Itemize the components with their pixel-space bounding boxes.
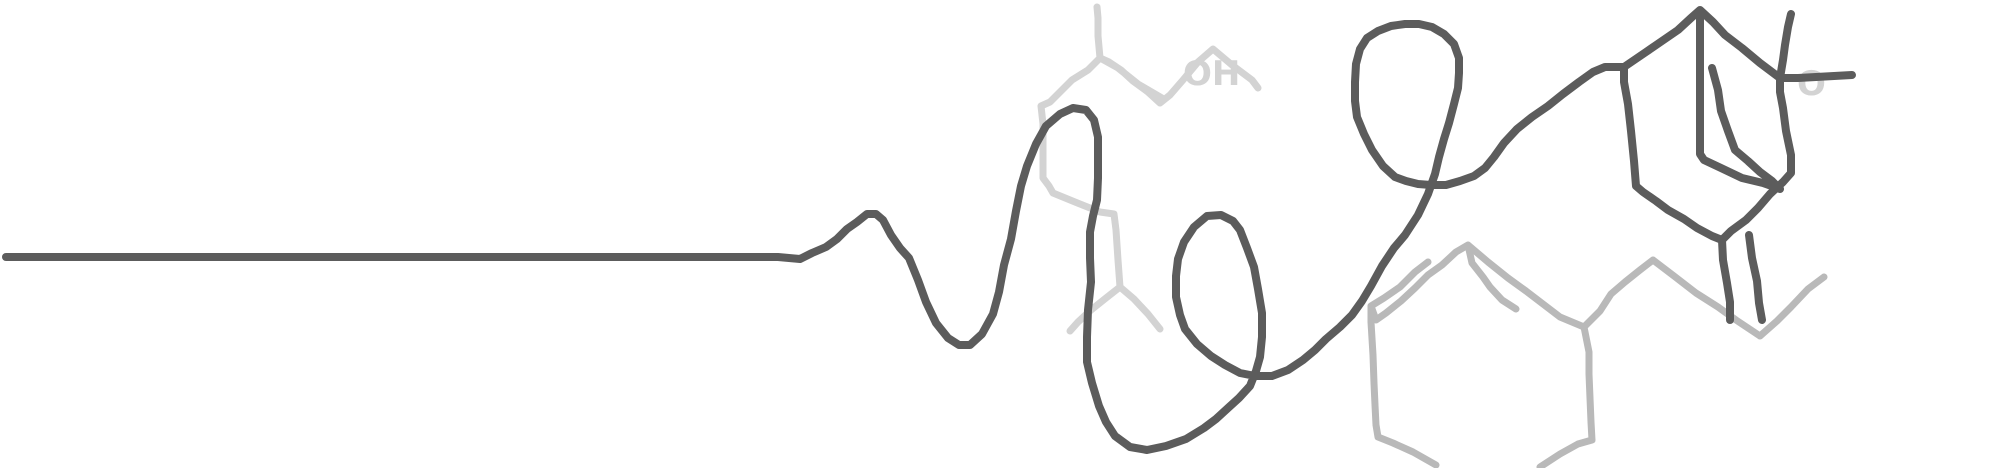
dark-main-chain (2, 6, 1856, 454)
mid-gray-lower-right-skeleton (1367, 241, 1828, 468)
o-label: O (1797, 64, 1826, 104)
oh-label: OH (1183, 54, 1240, 94)
dark-ring-network (1620, 6, 1856, 324)
dark-connected-line (222, 20, 1628, 454)
mid-gray-ring-network (1367, 241, 1828, 468)
